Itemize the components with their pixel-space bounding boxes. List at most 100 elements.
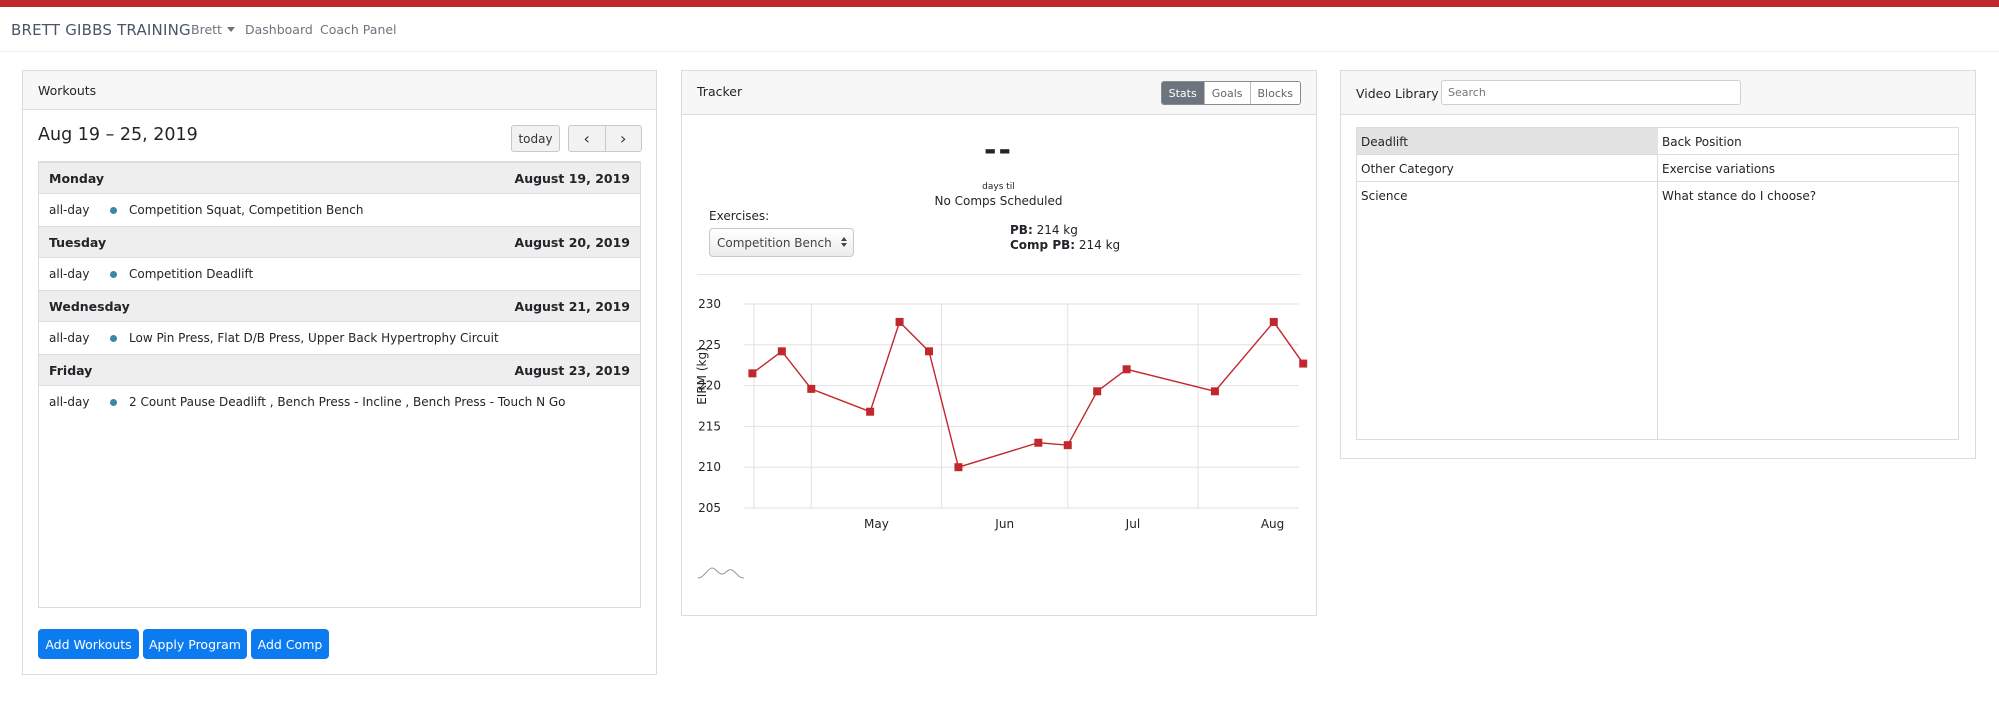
exercise-select-value: Competition Bench <box>717 236 832 250</box>
add-comp-button[interactable]: Add Comp <box>251 629 329 659</box>
data-point <box>1034 438 1043 447</box>
day-name: Monday <box>49 171 105 186</box>
workout-event[interactable]: Low Pin Press, Flat D/B Press, Upper Bac… <box>129 331 499 345</box>
tracker-tabs: Stats Goals Blocks <box>1160 81 1301 105</box>
navbar: BRETT GIBBS TRAINING Brett Dashboard Coa… <box>0 7 1999 52</box>
y-tick-label: 210 <box>698 460 721 474</box>
data-point <box>1093 387 1102 396</box>
pb-label: PB: <box>1010 223 1033 237</box>
day-header: Monday August 19, 2019 <box>39 162 640 194</box>
tab-goals[interactable]: Goals <box>1203 82 1250 104</box>
exercise-select[interactable]: Competition Bench <box>709 228 854 257</box>
tab-stats[interactable]: Stats <box>1161 82 1204 104</box>
comp-pb-value: 214 kg <box>1078 238 1121 252</box>
divider <box>697 274 1301 275</box>
y-tick-label: 205 <box>698 501 721 515</box>
eirm-line-chart: 205 210 215 220 225 230 May Jun Jul Aug EIRM (kg… <box>695 297 1308 579</box>
comp-pb-label: Comp PB: <box>1010 238 1076 252</box>
x-tick-label: Jun <box>994 517 1014 531</box>
x-tick-label: May <box>864 517 889 531</box>
day-date: August 19, 2019 <box>514 171 630 186</box>
workouts-card-header: Workouts <box>23 71 656 110</box>
video-library-title: Video Library - <box>1356 86 1448 101</box>
add-workouts-button[interactable]: Add Workouts <box>38 629 139 659</box>
workout-event-row[interactable]: all-day Low Pin Press, Flat D/B Press, U… <box>39 322 640 354</box>
chart-series <box>748 317 1308 472</box>
days-til-label: days til <box>982 182 1015 192</box>
day-header: Tuesday August 20, 2019 <box>39 226 640 258</box>
y-tick-label: 220 <box>698 379 721 393</box>
data-point <box>777 347 786 356</box>
data-point <box>748 369 757 378</box>
y-tick-label: 230 <box>698 297 721 311</box>
tracker-card-header: Tracker Stats Goals Blocks <box>682 71 1316 115</box>
pb-line: PB: 214 kg <box>1010 223 1078 237</box>
data-point <box>1063 441 1072 450</box>
video-search-input[interactable] <box>1441 80 1741 105</box>
comp-pb-line: Comp PB: 214 kg <box>1010 238 1120 252</box>
no-comps-label: No Comps Scheduled <box>934 194 1063 208</box>
y-axis-label: EIRM (kg) <box>695 347 709 405</box>
category-item[interactable]: Deadlift <box>1357 128 1658 155</box>
data-point <box>895 317 904 326</box>
days-til-value: -- <box>984 133 1013 168</box>
all-day-label: all-day <box>49 331 90 345</box>
day-date: August 21, 2019 <box>514 299 630 314</box>
workout-event-row[interactable]: all-day 2 Count Pause Deadlift , Bench P… <box>39 386 640 418</box>
chevron-right-icon[interactable]: › <box>620 129 627 148</box>
event-dot-icon <box>110 207 117 214</box>
user-name: Brett <box>191 22 222 37</box>
y-tick-label: 215 <box>698 419 721 433</box>
workout-event[interactable]: Competition Deadlift <box>129 267 254 281</box>
data-point <box>1210 387 1219 396</box>
user-dropdown[interactable]: Brett <box>191 22 235 37</box>
workout-event[interactable]: Competition Squat, Competition Bench <box>129 203 364 217</box>
event-dot-icon <box>110 399 117 406</box>
tracker-title: Tracker <box>697 84 743 99</box>
x-axis: May Jun Jul Aug <box>864 517 1284 531</box>
today-button[interactable]: today <box>511 125 560 152</box>
workout-list: Monday August 19, 2019 all-day Competiti… <box>38 161 641 608</box>
top-accent-bar <box>0 0 1999 7</box>
data-point <box>1299 359 1308 368</box>
exercises-label: Exercises: <box>709 209 770 223</box>
brand-logo[interactable]: BRETT GIBBS TRAINING <box>11 21 191 39</box>
data-point <box>807 384 816 393</box>
data-point <box>1269 317 1278 326</box>
select-arrows-icon <box>841 237 847 249</box>
data-point <box>925 347 933 356</box>
workouts-title: Workouts <box>38 83 97 98</box>
day-header: Friday August 23, 2019 <box>39 354 640 386</box>
workout-event-row[interactable]: all-day Competition Squat, Competition B… <box>39 194 640 226</box>
tab-blocks[interactable]: Blocks <box>1249 82 1300 104</box>
event-dot-icon <box>110 271 117 278</box>
day-date: August 20, 2019 <box>514 235 630 250</box>
category-item[interactable]: Other Category <box>1357 155 1658 182</box>
data-point <box>1122 365 1131 374</box>
video-library-card: Video Library - Deadlift Other Category … <box>1340 70 1976 459</box>
tracker-card: Tracker Stats Goals Blocks -- days til N… <box>681 70 1317 616</box>
nav-coach-panel-link[interactable]: Coach Panel <box>320 22 397 37</box>
event-dot-icon <box>110 335 117 342</box>
video-item[interactable]: Exercise variations <box>1658 155 1959 182</box>
caret-down-icon <box>226 27 235 32</box>
y-tick-label: 225 <box>698 338 721 352</box>
video-item[interactable]: What stance do I choose? <box>1662 189 1817 203</box>
workout-event[interactable]: 2 Count Pause Deadlift , Bench Press - I… <box>129 395 566 409</box>
data-point <box>866 407 875 416</box>
day-name: Tuesday <box>49 235 107 250</box>
workout-event-row[interactable]: all-day Competition Deadlift <box>39 258 640 290</box>
day-date: August 23, 2019 <box>514 363 630 378</box>
chevron-left-icon[interactable]: ‹ <box>569 126 606 151</box>
nav-dashboard-link[interactable]: Dashboard <box>245 22 313 37</box>
x-tick-label: Aug <box>1261 517 1284 531</box>
video-column: Back Position Exercise variations What s… <box>1658 128 1959 439</box>
apply-program-button[interactable]: Apply Program <box>143 629 247 659</box>
category-item[interactable]: Science <box>1361 189 1408 203</box>
calendar-nav-group: ‹ › <box>568 125 642 152</box>
calendar-range-title: Aug 19 – 25, 2019 <box>38 125 198 145</box>
video-item[interactable]: Back Position <box>1658 128 1959 155</box>
all-day-label: all-day <box>49 203 90 217</box>
all-day-label: all-day <box>49 395 90 409</box>
y-axis: 205 210 215 220 225 230 <box>698 297 721 515</box>
